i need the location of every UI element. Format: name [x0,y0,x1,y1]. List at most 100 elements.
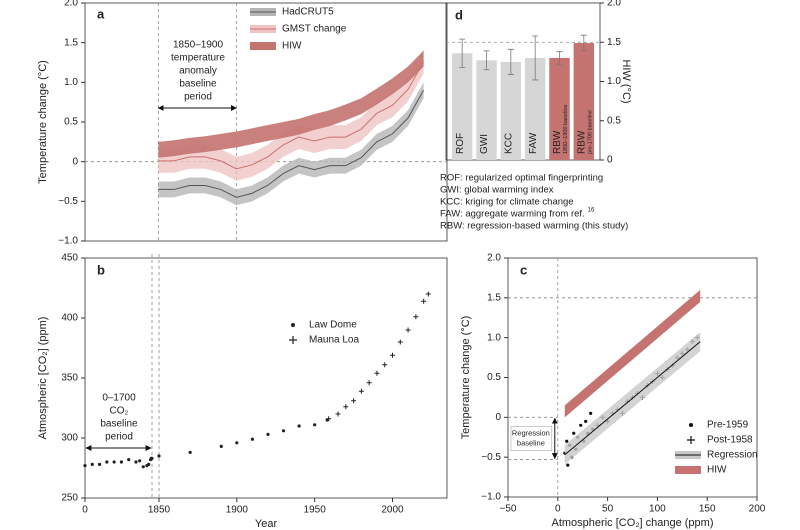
y-tick-label: −1.0 [58,236,78,247]
point [351,398,357,404]
legend-swatch [687,436,695,444]
point [97,462,102,466]
line [158,90,425,198]
point [405,327,411,333]
note: GWI: global warming index [440,185,554,196]
point [83,464,87,468]
point [281,429,286,433]
point [138,459,142,463]
annotation: CO₂ [110,406,129,417]
error-bar [459,38,466,68]
point [134,460,138,464]
annotation: period [105,432,133,443]
point [579,423,583,427]
panel-label: c [520,262,527,277]
bar [451,53,473,160]
y-tick-label: 0.5 [64,117,78,128]
point [584,419,588,423]
x-tick-label: 100 [649,504,666,515]
error-bar [507,48,514,75]
plot-frame [84,2,448,242]
legend-swatch [289,336,297,344]
point [589,411,593,415]
x-tick-label: 150 [699,504,716,515]
panel-label: a [97,6,105,21]
note: FAW: aggregate warming from ref. [440,209,585,220]
line [564,341,701,456]
uncertainty-band [158,82,424,206]
point [382,362,388,368]
x-axis-label: Atmospheric [CO₂] change (ppm) [552,517,714,529]
y-tick-label: 0 [607,155,613,166]
x-tick-label: 1850 [148,505,171,516]
error-bar [580,34,587,52]
note-ref: 16 [588,208,595,214]
y-tick-label: 350 [61,373,78,384]
category-note: pre-1700 baseline [587,110,593,154]
point [358,388,364,394]
point [425,291,431,297]
uncertainty-band [158,50,424,158]
y-tick-label: 1.5 [64,37,78,48]
legend-label: Mauna Loa [309,335,359,346]
annotation: period [184,92,212,103]
point [127,458,131,462]
y-axis-label: HIW (°C) [620,59,632,103]
plot-frame [507,257,758,498]
point [235,441,239,445]
note: KCC: kriging for climate change [440,197,574,208]
legend-swatch [250,42,276,50]
y-tick-label: 0.5 [607,115,621,126]
x-tick-label: 1950 [304,505,327,516]
error-bar [532,35,539,81]
annotation: baseline [100,419,138,430]
category-label: FAW [528,132,539,154]
point [150,456,154,460]
bar [524,57,546,161]
annotation: baseline [179,79,217,90]
legend-swatch [689,423,693,427]
annotation: 1850–1900 [173,40,223,51]
x-tick-label: 1900 [226,505,249,516]
annotation: Regression [512,428,550,437]
legend-swatch [291,323,295,327]
y-axis-label: Temperature change (°C) [460,316,472,440]
y-tick-label: −0.5 [481,452,501,463]
x-tick-label: −50 [500,504,517,515]
point [90,462,94,466]
line [158,61,425,170]
legend-label: Pre-1959 [707,420,749,431]
point [266,432,270,436]
point [343,404,349,410]
point [390,352,396,358]
bar [573,43,595,160]
x-tick-label: 50 [602,504,614,515]
point [313,423,317,427]
bar [549,57,570,161]
y-tick-label: 0 [72,156,78,167]
legend-label: GMST change [282,24,347,35]
point [366,380,372,386]
x-axis-label: Year [255,518,278,530]
y-tick-label: 1.0 [64,77,78,88]
point [326,416,332,422]
annotation-box [510,426,553,451]
x-tick-label: 200 [749,504,766,515]
point [565,439,569,443]
y-tick-label: 2.0 [607,0,621,9]
error-bar [556,51,563,65]
point [397,339,403,345]
panel-label: d [455,7,463,22]
point [421,298,427,304]
x-tick-label: 0 [555,504,561,515]
y-tick-label: 0.5 [487,372,501,383]
legend-label: HIW [282,41,302,52]
point [188,450,192,454]
category-label: GWI [479,134,490,154]
bar [500,61,522,160]
error-bar [483,50,490,71]
point [374,370,380,376]
point [335,411,341,417]
legend-label: Law Dome [309,320,357,331]
